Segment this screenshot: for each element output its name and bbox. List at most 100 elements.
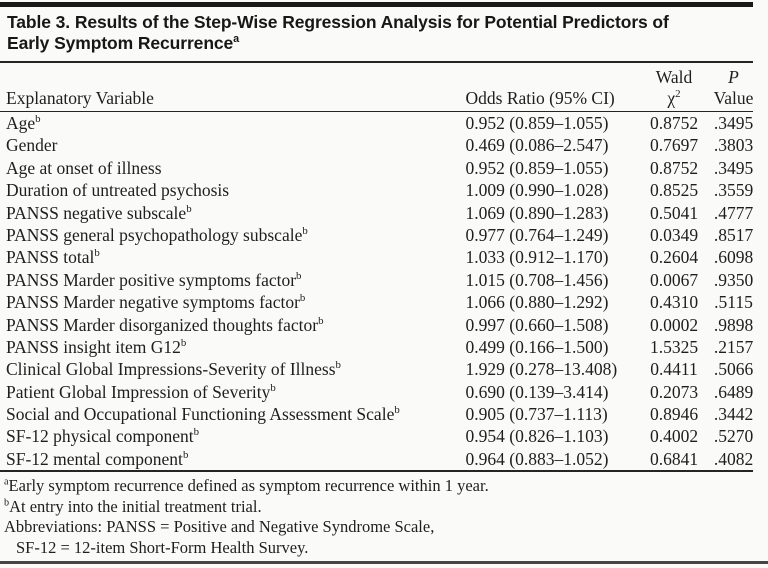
table-end-rule [0,470,753,472]
cell-odds-ratio: 0.499 (0.166–1.500) [465,336,609,357]
row-label: Clinical Global Impressions-Severity of … [6,359,336,380]
cell-p-value: .9898 [713,314,754,335]
cell-explanatory-variable: PANSS Marder positive symptoms factorb [6,269,465,291]
cell-explanatory-variable: Clinical Global Impressions-Severity of … [6,358,465,380]
table-title: Table 3. Results of the Step-Wise Regres… [0,7,768,61]
table-footnotes: aEarly symptom recurrence defined as sym… [0,472,768,559]
footnote-text: At entry into the initial treatment tria… [9,496,262,516]
cell-p-value: .6489 [713,381,754,402]
row-label: PANSS general psychopathology subscale [6,224,303,245]
cell-explanatory-variable: SF-12 mental componentb [6,448,465,470]
cell-explanatory-variable: Patient Global Impression of Severityb [6,381,465,403]
superscript-marker: b [94,247,100,260]
row-label: Age at onset of illness [6,157,162,178]
cell-odds-ratio: 0.905 (0.737–1.113) [465,404,608,425]
table-row: Duration of untreated psychosis 1.009 (0… [0,179,768,201]
table-row: Ageb 0.952 (0.859–1.055) 0.8752 .3495 [0,112,768,134]
column-header-explanatory-variable: Explanatory Variable [6,87,154,108]
superscript-marker: b [35,113,41,126]
top-rule [0,2,753,7]
value-label: Value [713,87,754,108]
table-row: SF-12 mental componentb 0.964 (0.883–1.0… [0,448,768,470]
table-row: PANSS Marder negative symptoms factorb 1… [0,291,768,313]
cell-odds-ratio: 0.469 (0.086–2.547) [465,135,609,156]
cell-odds-ratio: 1.929 (0.278–13.408) [465,359,618,380]
cell-p-value: .5270 [713,426,754,447]
cell-p-value: .8517 [713,224,754,245]
superscript-marker: b [186,202,192,215]
bottom-rule [0,560,768,564]
superscript-marker: b [302,225,308,238]
cell-wald-chi2: 0.2604 [649,247,699,268]
cell-explanatory-variable: PANSS Marder disorganized thoughts facto… [6,314,465,336]
cell-odds-ratio: 0.690 (0.139–3.414) [465,381,609,402]
cell-wald-chi2: 0.4411 [650,359,698,380]
cell-wald-chi2: 0.7697 [649,135,699,156]
row-label: Gender [6,135,58,156]
row-label: SF-12 physical component [6,426,194,447]
cell-explanatory-variable: Age at onset of illness [6,157,465,179]
row-label: PANSS Marder negative symptoms factor [6,292,300,313]
cell-wald-chi2: 0.8752 [649,157,699,178]
table-row: Social and Occupational Functioning Asse… [0,403,768,425]
cell-explanatory-variable: Ageb [6,112,465,134]
cell-p-value: .3495 [713,113,754,133]
table-title-line2: Early Symptom Recurrence [7,33,234,53]
row-label: Social and Occupational Functioning Asse… [6,404,395,425]
footnote-abbreviations: Abbreviations: PANSS = Positive and Nega… [4,517,762,538]
cell-p-value: .5115 [714,292,753,313]
cell-odds-ratio: 0.952 (0.859–1.055) [465,157,609,178]
chi-squared-label: χ2 [667,87,681,108]
superscript-marker: b [270,381,276,394]
footnote-a: aEarly symptom recurrence defined as sym… [4,476,762,497]
cell-explanatory-variable: PANSS totalb [6,246,465,268]
cell-odds-ratio: 1.015 (0.708–1.456) [465,269,609,290]
cell-p-value: .3803 [713,135,754,156]
cell-explanatory-variable: Social and Occupational Functioning Asse… [6,403,465,425]
superscript-marker: b [180,337,187,350]
cell-odds-ratio: 1.009 (0.990–1.028) [465,180,609,201]
column-header-odds-ratio: Odds Ratio (95% CI) [465,87,615,108]
table-body: Ageb 0.952 (0.859–1.055) 0.8752 .3495 Ge… [0,112,768,470]
cell-wald-chi2: 0.0067 [649,269,699,290]
cell-wald-chi2: 0.2073 [649,381,699,402]
table-row: Age at onset of illness 0.952 (0.859–1.0… [0,157,768,179]
table-title-line1: Table 3. Results of the Step-Wise Regres… [7,11,669,32]
row-label: PANSS Marder positive symptoms factor [6,269,297,290]
cell-odds-ratio: 1.066 (0.880–1.292) [465,292,609,313]
cell-explanatory-variable: PANSS Marder negative symptoms factorb [6,291,465,313]
cell-p-value: .4777 [713,202,754,223]
cell-p-value: .9350 [713,269,754,290]
table-row: PANSS insight item G12b 0.499 (0.166–1.5… [0,336,768,358]
row-label: Age [6,113,36,133]
table-row: PANSS general psychopathology subscaleb … [0,224,768,246]
row-label: SF-12 mental component [6,448,183,469]
cell-odds-ratio: 0.964 (0.883–1.052) [465,448,609,469]
cell-odds-ratio: 0.954 (0.826–1.103) [465,426,609,447]
column-header-wald-chi2: Wald χ2 [643,67,705,109]
footnote-abbreviations-continued: SF-12 = 12-item Short-Form Health Survey… [4,538,762,559]
cell-wald-chi2: 0.5041 [649,202,699,223]
row-label: Patient Global Impression of Severity [6,381,271,402]
superscript-marker: b [318,314,324,327]
footnote-text: Abbreviations: PANSS = Positive and Nega… [4,517,435,537]
table-header-row: Explanatory Variable Odds Ratio (95% CI)… [0,63,768,111]
p-label: P [728,66,739,87]
cell-explanatory-variable: PANSS negative subscaleb [6,202,465,224]
cell-wald-chi2: 0.0002 [649,314,699,335]
cell-explanatory-variable: PANSS general psychopathology subscaleb [6,224,465,246]
footnote-text: Early symptom recurrence defined as symp… [8,476,489,496]
superscript-marker: b [299,292,306,305]
superscript-marker: b [335,359,341,372]
title-footnote-marker: a [233,33,240,46]
column-header-p-value: P Value [705,67,762,109]
footnote-marker: a [4,476,9,488]
superscript-marker: b [182,449,189,462]
row-label: Duration of untreated psychosis [6,180,230,201]
cell-odds-ratio: 0.997 (0.660–1.508) [465,314,609,335]
cell-wald-chi2: 0.8946 [649,404,699,425]
cell-p-value: .3495 [713,157,754,178]
footnote-b: bAt entry into the initial treatment tri… [4,497,762,518]
cell-wald-chi2: 1.5325 [649,336,699,357]
